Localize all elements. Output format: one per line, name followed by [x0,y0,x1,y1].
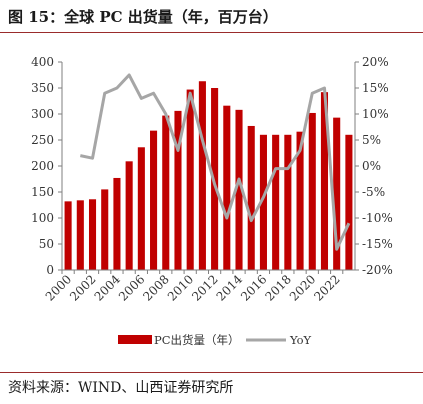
bar-2022 [333,117,341,270]
bar-2017 [272,134,280,270]
right-tick-label: 10% [362,107,389,121]
bar-2003 [101,189,109,270]
right-tick-label: 20% [362,55,389,69]
top-rule [0,32,423,33]
yoy-line-group [79,73,351,251]
x-tick-label-2010: 2010 [165,272,196,303]
right-tick-label: -15% [362,237,393,251]
bar-2016 [259,134,267,270]
x-tick-label-2002: 2002 [67,272,98,303]
bar-2005 [125,161,133,270]
bar-2015 [247,125,255,271]
bar-2007 [150,130,158,270]
left-tick-label: 100 [31,211,54,225]
right-tick-label: 15% [362,81,389,95]
left-tick-label: 350 [31,81,54,95]
left-tick-label: 150 [31,185,54,199]
left-tick-label: 0 [46,263,54,277]
legend-label-yoy: YoY [289,333,312,347]
right-tick-label: 5% [362,133,381,147]
bar-2023 [345,134,353,270]
x-tick-label-2012: 2012 [189,272,220,303]
legend-label-shipments: PC出货量（年） [154,333,240,347]
left-tick-label: 300 [31,107,54,121]
x-tick-label-2022: 2022 [311,272,342,303]
x-tick-label-2018: 2018 [262,272,293,303]
source-note: 资料来源：WIND、山西证券研究所 [8,380,234,396]
bar-2020 [308,112,316,271]
bar-2008 [162,115,170,270]
bar-2006 [137,147,145,270]
bar-2018 [284,134,292,270]
left-tick-label: 250 [31,133,54,147]
bottom-rule [0,372,423,373]
legend-swatch-shipments [118,335,152,344]
left-tick-label: 400 [31,55,54,69]
x-tick-label-2016: 2016 [238,272,269,303]
right-tick-label: -5% [362,185,385,199]
bar-2002 [88,199,97,270]
right-tick-label: -20% [362,263,393,277]
bar-2001 [76,200,84,270]
x-tick-label-2020: 2020 [287,272,318,303]
bar-2013 [223,105,231,271]
yoy-line [79,73,351,251]
x-tick-label-2006: 2006 [116,272,147,303]
right-tick-label: -10% [362,211,393,225]
bar-2019 [296,131,304,270]
chart: 0 50 100 150 200 250 300 350 400 -20% -15% -10% -5% 0… [31,55,393,347]
bar-2000 [64,201,72,270]
bar-2010 [186,89,194,270]
bar-2009 [174,110,182,270]
bar-2021 [320,92,329,270]
x-tick-label-2008: 2008 [140,272,171,303]
left-tick-label: 50 [39,237,54,251]
left-tick-label: 200 [31,159,54,173]
bar-2011 [198,81,206,271]
x-tick-label-2004: 2004 [92,272,124,304]
bar-2014 [235,109,243,270]
legend: PC出货量（年） YoY [118,333,312,347]
right-tick-label: 0% [362,159,381,173]
bar-2004 [113,177,121,270]
x-tick-label-2014: 2014 [214,272,246,304]
chart-title: 图 15：全球 PC 出货量（年，百万台） [8,8,278,26]
